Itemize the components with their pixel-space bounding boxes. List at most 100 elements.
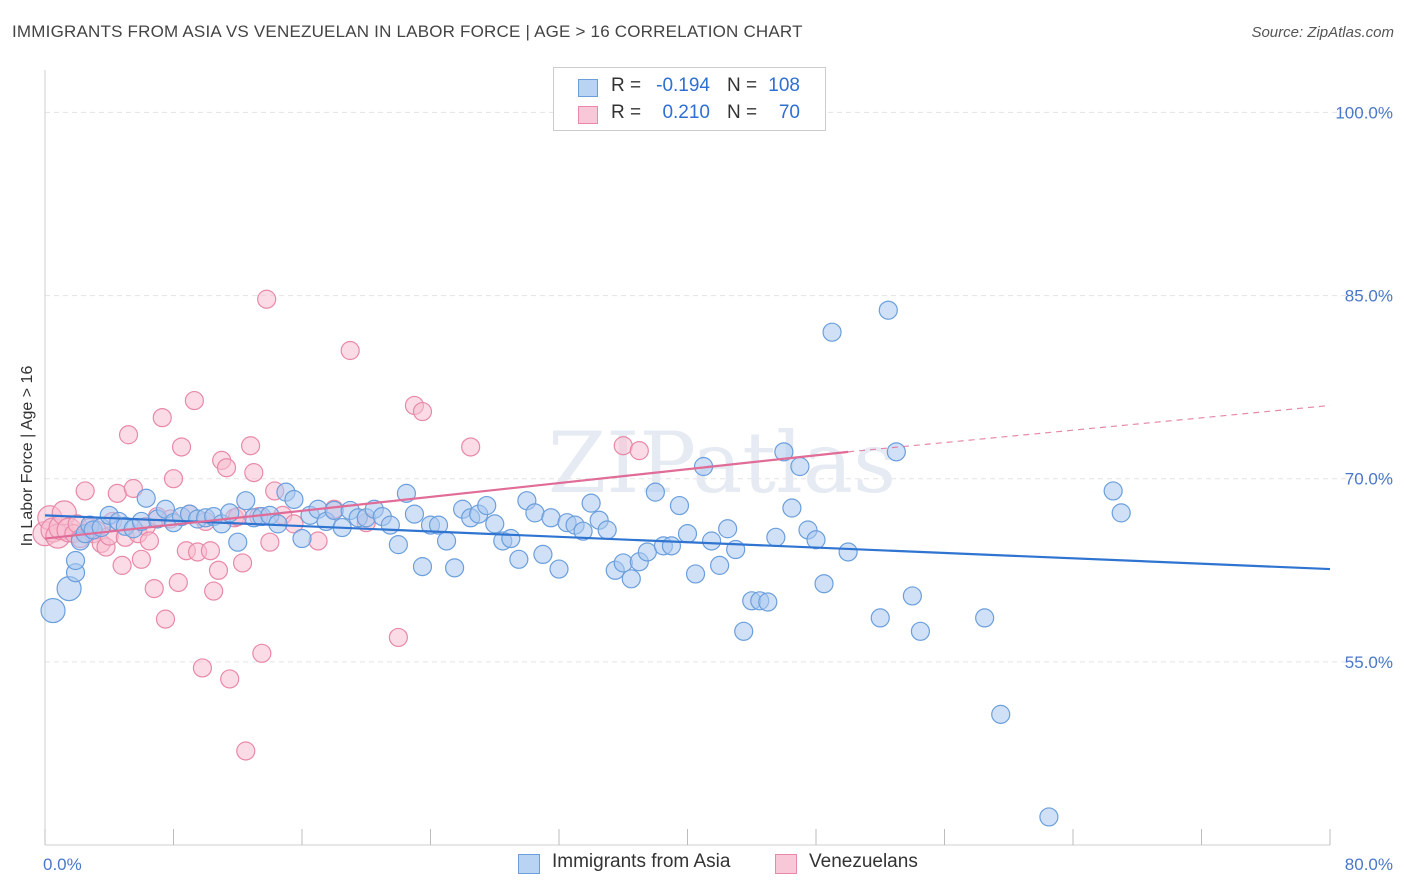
venezuelans-swatch — [578, 106, 598, 124]
venezuelans-point — [204, 581, 224, 601]
asia-point — [782, 498, 802, 518]
venezuelans-point — [340, 340, 360, 361]
asia-point — [509, 549, 529, 569]
legend-n-label: N = — [727, 75, 758, 96]
asia-point — [734, 621, 754, 641]
venezuelans-point — [308, 531, 328, 551]
asia-point — [1039, 807, 1059, 827]
venezuelans-point — [412, 401, 433, 422]
asia-point — [428, 515, 449, 535]
asia-point — [637, 542, 657, 562]
legend-n-value: 108 — [768, 75, 800, 96]
asia-point — [701, 531, 722, 551]
asia-point — [838, 542, 858, 562]
venezuelans-point — [107, 483, 127, 503]
asia-point — [236, 491, 256, 511]
asia-point — [822, 322, 842, 342]
venezuelans-point — [260, 532, 280, 552]
asia-point — [228, 532, 248, 552]
venezuelans-point — [112, 555, 132, 575]
asia-point — [1111, 503, 1131, 523]
asia-point — [878, 300, 898, 320]
asia-point — [541, 508, 561, 528]
asia-point — [380, 515, 400, 535]
venezuelans-point — [208, 560, 229, 580]
venezuelans-point — [139, 531, 160, 551]
asia-point — [388, 535, 408, 555]
asia-point — [661, 536, 682, 556]
legend-row-asia: R = -0.194 N = 108 — [554, 75, 825, 101]
y-tick-label: 85.0% — [1345, 287, 1393, 306]
venezuelans-point — [192, 658, 213, 678]
venezuelans-point — [75, 481, 95, 501]
asia-points — [40, 300, 1131, 827]
asia-point — [477, 495, 497, 516]
venezuelans-point — [131, 549, 151, 569]
x-tick-labels: 0.0% 80.0% — [43, 855, 1393, 874]
venezuelans-point — [216, 458, 237, 478]
asia-legend-swatch — [518, 854, 540, 874]
asia-point — [975, 608, 995, 628]
asia-point — [814, 574, 834, 594]
venezuelans-trend-extension — [848, 404, 1331, 453]
asia-point — [621, 569, 641, 589]
asia-point — [910, 621, 931, 641]
venezuelans-point — [613, 436, 633, 456]
asia-point — [870, 608, 890, 628]
venezuelans-point — [461, 437, 481, 457]
asia-point — [790, 456, 810, 477]
gridlines — [45, 111, 1395, 663]
venezuelans-point — [244, 463, 264, 483]
asia-point — [533, 544, 553, 565]
asia-point — [806, 530, 826, 550]
venezuelans-point — [168, 572, 188, 593]
legend-r-value: -0.194 — [656, 75, 710, 96]
venezuelans-legend-swatch — [775, 854, 797, 874]
asia-point — [597, 520, 617, 540]
asia-point — [396, 483, 417, 503]
venezuelans-point — [252, 643, 272, 663]
venezuelans-point — [118, 425, 139, 445]
asia-point — [436, 531, 457, 551]
asia-point — [613, 553, 633, 573]
asia-point — [886, 442, 906, 462]
venezuelans-trend-line — [44, 450, 849, 540]
chart-title: IMMIGRANTS FROM ASIA VS VENEZUELAN IN LA… — [12, 22, 803, 41]
asia-point — [292, 528, 312, 549]
venezuelans-point — [200, 541, 221, 561]
venezuelans-point — [163, 469, 184, 489]
asia-point — [324, 500, 344, 521]
venezuelans-point — [241, 436, 261, 456]
asia-legend-label: Immigrants from Asia — [552, 851, 731, 872]
asia-point — [485, 514, 505, 534]
venezuelans-point — [388, 627, 408, 648]
asia-point — [645, 482, 665, 502]
asia-point — [710, 555, 730, 575]
asia-point — [412, 557, 433, 577]
legend-row-venezuelans: R = 0.210 N = 70 — [554, 102, 825, 128]
watermark: ZIPatlas — [548, 414, 896, 512]
asia-point — [525, 503, 545, 523]
x-tick-label: 0.0% — [43, 855, 82, 874]
venezuelans-point — [257, 289, 277, 309]
asia-point — [1103, 481, 1123, 501]
asia-point — [669, 495, 690, 516]
venezuelans-legend-label: Venezuelans — [809, 851, 918, 872]
asia-point — [766, 527, 786, 547]
legend-r-label: R = — [611, 102, 642, 123]
asia-point — [774, 442, 794, 462]
venezuelans-point — [232, 553, 253, 573]
trend-lines — [44, 404, 1331, 571]
venezuelans-point — [629, 441, 649, 461]
venezuelans-point — [144, 578, 164, 599]
asia-trend-line — [44, 514, 1331, 571]
asia-swatch — [578, 79, 598, 97]
asia-point — [902, 586, 922, 606]
venezuelans-point — [171, 437, 192, 457]
source-label: Source: ZipAtlas.com — [1251, 24, 1394, 41]
asia-point — [573, 521, 593, 541]
venezuelans-point — [220, 669, 240, 689]
venezuelans-point — [236, 741, 256, 761]
asia-point — [65, 550, 86, 571]
